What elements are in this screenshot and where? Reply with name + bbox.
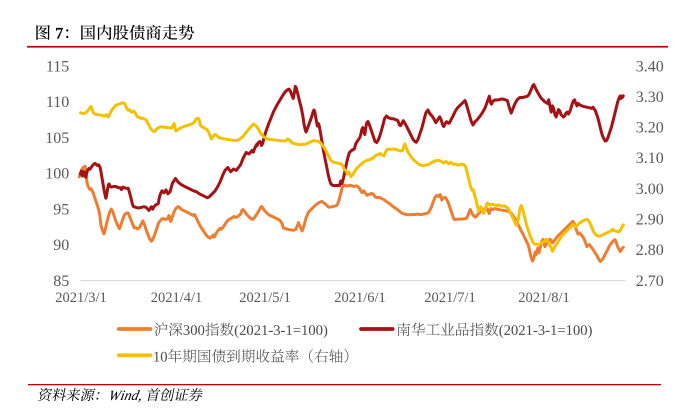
svg-text:2021/6/1: 2021/6/1 — [334, 290, 386, 306]
svg-text:115: 115 — [46, 58, 69, 75]
svg-text:90: 90 — [53, 237, 69, 254]
svg-text:2021/4/1: 2021/4/1 — [151, 290, 203, 306]
svg-text:110: 110 — [46, 94, 69, 111]
svg-text:2021/3/1: 2021/3/1 — [55, 290, 107, 306]
svg-text:2.70: 2.70 — [636, 273, 664, 290]
svg-text:100: 100 — [45, 166, 69, 183]
svg-text:2.90: 2.90 — [636, 212, 664, 229]
svg-text:2021/5/1: 2021/5/1 — [239, 290, 291, 306]
svg-text:95: 95 — [53, 201, 69, 218]
svg-text:85: 85 — [53, 273, 69, 290]
svg-text:3.00: 3.00 — [636, 181, 664, 198]
svg-text:2.80: 2.80 — [636, 242, 664, 259]
svg-text:3.10: 3.10 — [636, 150, 664, 167]
svg-text:2021/8/1: 2021/8/1 — [518, 290, 570, 306]
svg-text:3.30: 3.30 — [636, 89, 664, 106]
svg-text:3.40: 3.40 — [636, 58, 664, 75]
svg-text:3.20: 3.20 — [636, 120, 664, 137]
svg-text:105: 105 — [45, 130, 69, 147]
svg-text:2021/7/1: 2021/7/1 — [424, 290, 476, 306]
